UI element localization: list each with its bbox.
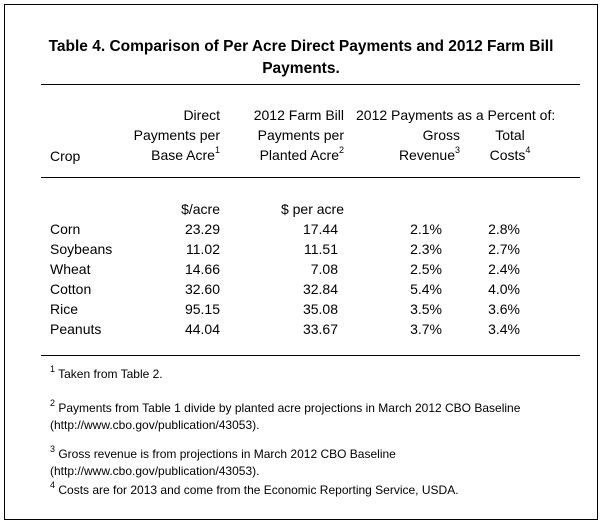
cell-gross: 2.1% (410, 221, 442, 237)
cell-crop: Peanuts (50, 321, 102, 337)
cell-gross: 3.7% (410, 321, 442, 337)
cell-total: 4.0% (488, 281, 520, 297)
header-rule (41, 177, 580, 178)
cell-farmbill: 7.08 (310, 261, 338, 277)
footnote-1: 1 Taken from Table 2. (50, 364, 580, 383)
cell-crop: Cotton (50, 281, 92, 297)
footnote-ref-4: 4 (525, 145, 531, 156)
footnote-3: 3 Gross revenue is from projections in M… (50, 444, 580, 480)
cell-crop: Wheat (50, 261, 91, 277)
cell-crop: Corn (50, 221, 81, 237)
footnote-4: 4 Costs are for 2013 and come from the E… (50, 480, 580, 499)
footnote-text: Gross revenue is from projections in Mar… (50, 447, 396, 478)
cell-farmbill: 11.51 (304, 241, 338, 257)
unit-direct: $/acre (181, 201, 220, 217)
header-direct-line1: Direct (183, 107, 220, 123)
header-farmbill-line1: 2012 Farm Bill (253, 107, 344, 123)
top-rule (41, 84, 580, 85)
header-total-line1: Total (495, 127, 525, 143)
cell-direct: 11.02 (186, 241, 220, 257)
cell-direct: 95.15 (184, 301, 220, 317)
footnote-ref-3: 3 (454, 145, 460, 156)
cell-direct: 23.29 (184, 221, 220, 237)
cell-gross: 2.3% (410, 241, 442, 257)
cell-total: 2.8% (488, 221, 520, 237)
footnote-2: 2 Payments from Table 1 divide by plante… (50, 398, 580, 434)
footnote-text: Costs are for 2013 and come from the Eco… (55, 483, 459, 497)
footnote-text: Taken from Table 2. (55, 367, 163, 381)
header-percent-group: 2012 Payments as a Percent of: (356, 107, 556, 123)
footnote-mark: 2 (50, 398, 56, 408)
table-title: Table 4. Comparison of Per Acre Direct P… (48, 38, 554, 77)
cell-farmbill: 35.08 (302, 301, 338, 317)
cell-total: 2.7% (488, 241, 520, 257)
cell-total: 3.6% (488, 301, 520, 317)
footnote-text: Payments from Table 1 divide by planted … (50, 401, 521, 432)
footnote-mark: 3 (50, 444, 56, 454)
cell-direct: 44.04 (184, 321, 220, 337)
header-farmbill-line2: Payments per (257, 127, 344, 143)
cell-crop: Soybeans (50, 241, 113, 257)
cell-farmbill: 32.84 (302, 281, 338, 297)
footnote-mark: 4 (50, 480, 56, 490)
cell-direct: 32.60 (184, 281, 220, 297)
cell-gross: 2.5% (410, 261, 442, 277)
footnote-ref-2: 2 (338, 145, 344, 156)
unit-farmbill: $ per acre (280, 201, 344, 217)
footnote-mark: 1 (50, 364, 56, 374)
header-direct-line3: Base Acre1 (151, 145, 220, 163)
cell-direct: 14.66 (184, 261, 220, 277)
header-farmbill-line3: Planted Acre2 (259, 145, 344, 163)
table-frame (4, 4, 598, 520)
footnote-ref-1: 1 (214, 145, 220, 156)
bottom-rule (41, 355, 580, 356)
header-total-line2: Costs4 (489, 145, 531, 163)
cell-total: 2.4% (488, 261, 520, 277)
cell-crop: Rice (50, 301, 79, 317)
header-gross-line1: Gross (422, 127, 460, 143)
header-direct-line2: Payments per (133, 127, 220, 143)
cell-farmbill: 33.67 (302, 321, 338, 337)
header-gross-line2: Revenue3 (398, 145, 460, 163)
cell-farmbill: 17.44 (302, 221, 338, 237)
cell-gross: 3.5% (410, 301, 442, 317)
cell-total: 3.4% (488, 321, 520, 337)
header-crop: Crop (50, 148, 81, 164)
cell-gross: 5.4% (410, 281, 442, 297)
